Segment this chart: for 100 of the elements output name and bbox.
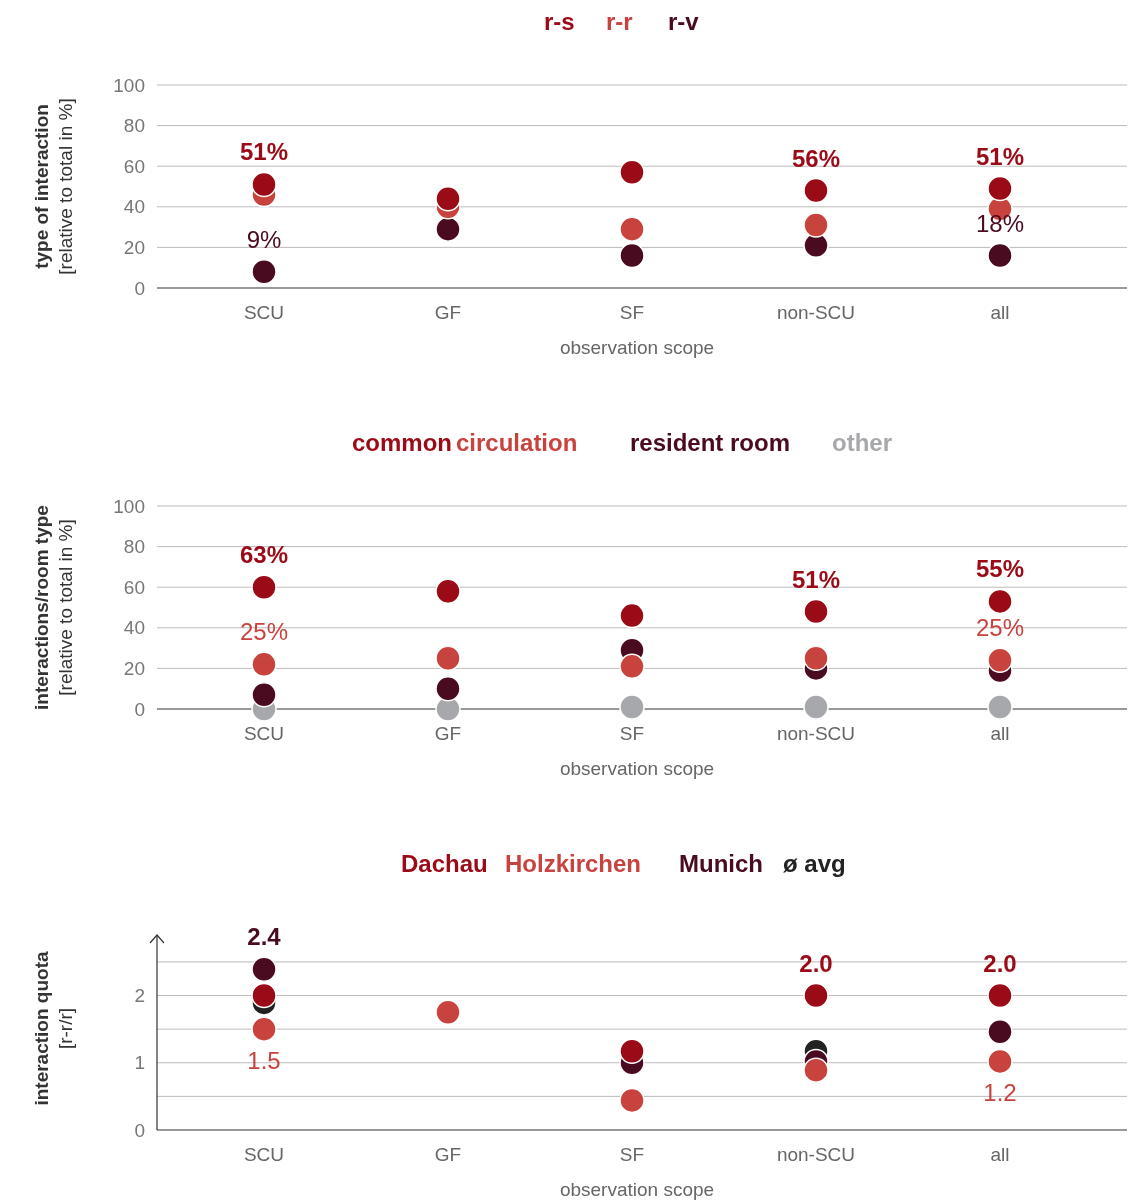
x-tick-label: SF — [619, 302, 645, 323]
point — [803, 1057, 829, 1083]
point — [619, 694, 645, 720]
point — [251, 982, 277, 1009]
text: resident room — [630, 429, 791, 456]
x-tick-label: all — [990, 723, 1010, 744]
x-tick-label: all — [990, 302, 1010, 323]
annotation: 55% — [975, 555, 1025, 583]
point — [619, 1087, 645, 1114]
x-tick-label: GF — [434, 723, 462, 744]
y-axis-title: type of interaction [relative to total in %] — [31, 98, 76, 275]
y-tick-label: 60 — [123, 576, 145, 598]
x-axis-title: observation scope — [559, 337, 715, 358]
x-tick-label: GF — [434, 302, 462, 323]
y-tick-label: 0 — [134, 1119, 145, 1141]
x-tick-label: SCU — [243, 302, 285, 323]
point — [803, 177, 829, 204]
point — [803, 645, 829, 671]
y-tick-label: 100 — [113, 74, 145, 96]
point — [803, 598, 829, 625]
point — [619, 653, 645, 680]
point — [435, 675, 461, 702]
x-axis-title: observation scope — [559, 758, 715, 779]
annotation: 1.5 — [247, 1047, 281, 1075]
point — [619, 159, 645, 186]
y-tick-label: 2 — [134, 985, 145, 1007]
point — [435, 645, 461, 671]
text: r-s — [544, 8, 575, 35]
y-tick-label: 40 — [123, 617, 145, 639]
point — [619, 602, 645, 629]
point — [987, 647, 1013, 674]
y-tick-label: 20 — [123, 658, 145, 680]
y-tick-label: 20 — [123, 237, 145, 259]
text: Munich — [679, 850, 763, 877]
annotation: 9% — [246, 225, 282, 253]
point — [251, 259, 277, 285]
x-tick-label: all — [990, 1144, 1010, 1165]
point — [251, 171, 277, 198]
text: r-r — [606, 8, 633, 35]
x-tick-label: SF — [619, 723, 645, 744]
x-axis-title: observation scope — [559, 1179, 715, 1200]
y-tick-label: 1 — [134, 1052, 145, 1074]
annotation: 25% — [975, 614, 1025, 642]
point — [251, 651, 277, 678]
y-tick-label: 80 — [123, 536, 145, 558]
annotation: 51% — [791, 565, 841, 593]
annotation: 63% — [239, 541, 289, 569]
x-tick-label: SF — [619, 1144, 645, 1165]
point — [803, 694, 829, 720]
point — [435, 578, 461, 605]
y-axis-title: interaction quota [r-r/r] — [31, 951, 76, 1106]
y-tick-label: 0 — [134, 698, 145, 720]
x-tick-label: GF — [434, 1144, 462, 1165]
text: r-v — [668, 8, 700, 35]
text: Dachau — [401, 850, 488, 877]
point — [435, 696, 461, 722]
point — [619, 216, 645, 242]
x-tick-label: SCU — [243, 1144, 285, 1165]
point — [435, 999, 461, 1026]
text: other — [832, 429, 892, 456]
point — [987, 694, 1013, 720]
point — [987, 1019, 1013, 1045]
y-tick-label: 60 — [123, 155, 145, 177]
annotation: 2.4 — [247, 923, 282, 951]
point — [251, 574, 277, 600]
text: ø avg — [783, 850, 846, 877]
point — [987, 175, 1013, 202]
y-tick-label: 40 — [123, 196, 145, 218]
y-tick-label: 0 — [134, 277, 145, 299]
x-tick-label: non-SCU — [776, 1144, 856, 1165]
annotation: 51% — [239, 138, 289, 166]
annotation: 2.0 — [799, 949, 833, 977]
point — [987, 242, 1013, 269]
text: circulation — [456, 429, 578, 456]
text: common — [352, 429, 453, 456]
point — [251, 682, 277, 708]
x-tick-label: non-SCU — [776, 723, 856, 744]
point — [435, 216, 461, 242]
point — [803, 982, 829, 1009]
point — [619, 1038, 645, 1065]
x-tick-label: SCU — [243, 723, 285, 744]
point — [987, 1048, 1013, 1075]
annotation: 56% — [791, 144, 841, 172]
point — [987, 588, 1013, 615]
annotation: 51% — [975, 142, 1025, 170]
point — [251, 956, 277, 983]
point — [987, 982, 1013, 1009]
point — [803, 212, 829, 238]
annotation: 1.2 — [983, 1079, 1017, 1107]
y-axis-title: interactions/room type [relative to total in %] — [31, 505, 76, 710]
annotation: 2.0 — [983, 949, 1017, 977]
annotation: 18% — [975, 209, 1025, 237]
y-tick-label: 100 — [113, 495, 145, 517]
text: Holzkirchen — [505, 850, 642, 877]
point — [619, 242, 645, 269]
point — [435, 185, 461, 212]
y-tick-label: 80 — [123, 115, 145, 137]
annotation: 25% — [239, 618, 289, 646]
point — [251, 1016, 277, 1042]
x-tick-label: non-SCU — [776, 302, 856, 323]
